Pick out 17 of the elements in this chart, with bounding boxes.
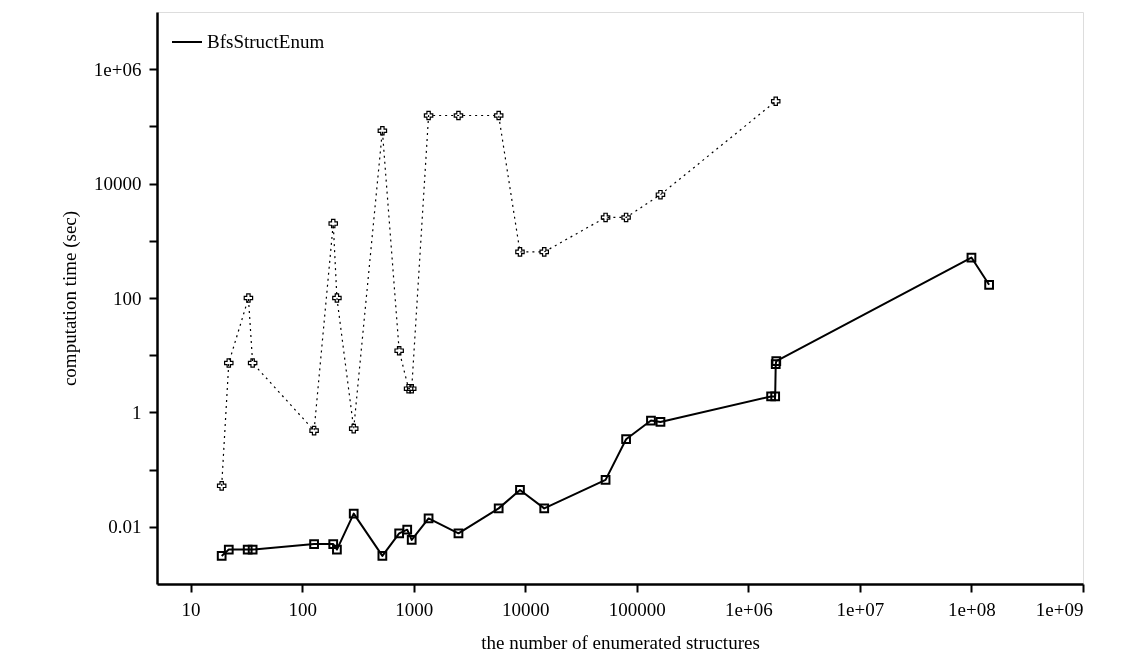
x-tick-label: 1e+07 <box>836 598 885 620</box>
x-tick-label: 1000 <box>395 598 434 620</box>
y-tick-label: 0.01 <box>108 516 142 538</box>
y-tick-label: 100 <box>113 287 142 309</box>
y-tick-label: 1 <box>132 401 142 423</box>
x-tick-label: 100 <box>288 598 317 620</box>
x-tick-label: 1e+06 <box>725 598 773 620</box>
y-tick-label: 1e+06 <box>93 58 142 80</box>
y-tick-label: 10000 <box>94 173 142 195</box>
x-tick-label: 1e+08 <box>948 598 996 620</box>
x-axis-title: the number of enumerated structures <box>481 631 760 653</box>
legend-label: BfsStructEnum <box>207 31 325 52</box>
x-tick-label: 100000 <box>608 598 666 620</box>
x-tick-label: 1e+09 <box>1035 598 1084 620</box>
x-tick-label: 10000 <box>501 598 550 620</box>
x-tick-label: 10 <box>181 598 201 620</box>
y-axis-title: computation time (sec) <box>58 210 81 387</box>
